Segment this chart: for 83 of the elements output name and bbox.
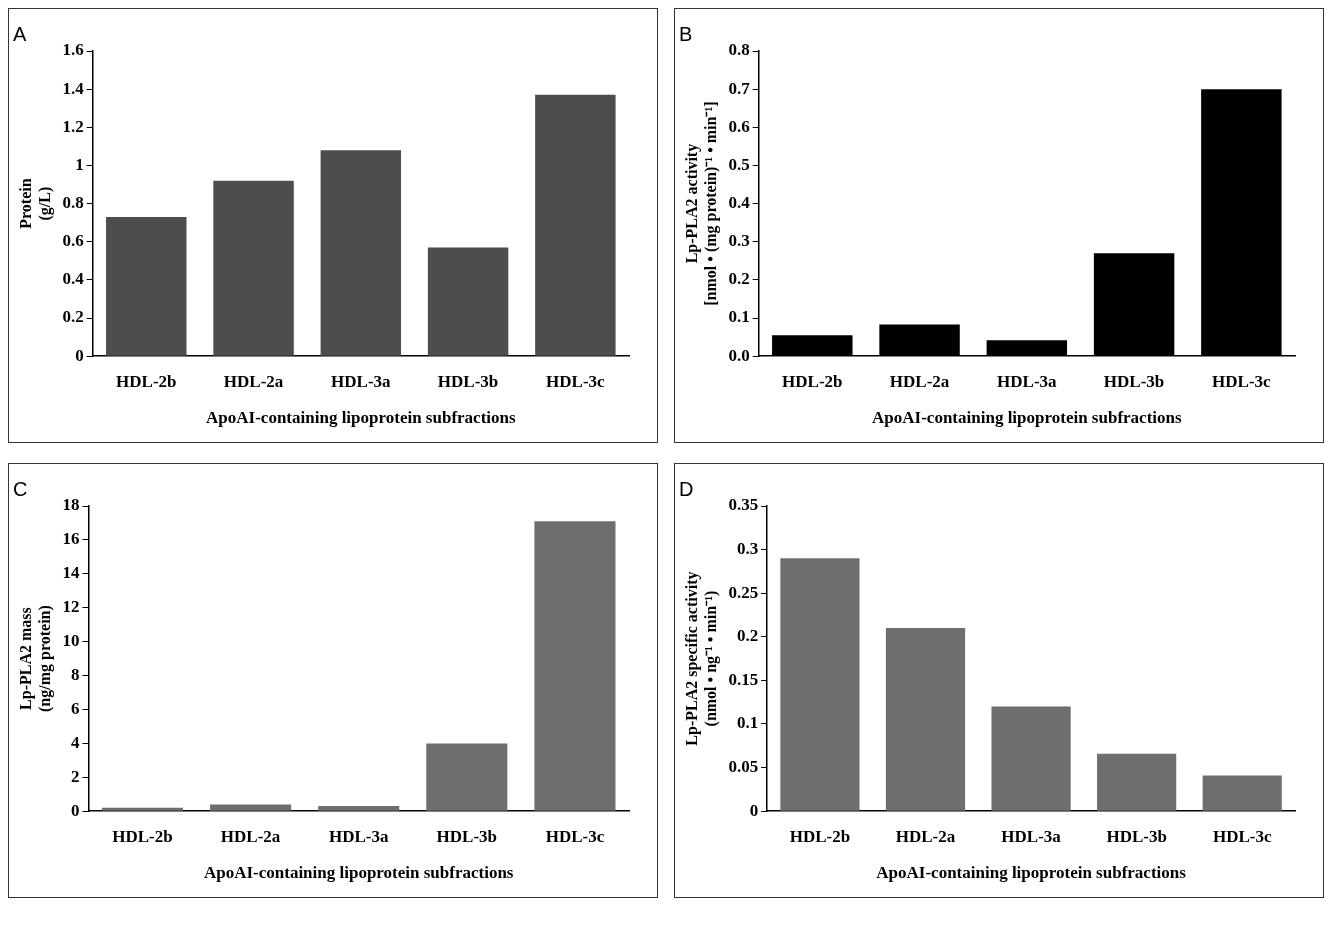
x-axis-title: ApoAI-containing lipoprotein subfractions: [876, 863, 1187, 883]
y-tick-label: 0.1: [736, 713, 759, 733]
bar: [318, 806, 400, 811]
y-tick-label: 0.8: [728, 40, 750, 60]
x-tick-label: HDL-3b: [1103, 371, 1165, 391]
y-tick-label: 4: [70, 732, 80, 752]
y-tick-label: 14: [62, 563, 80, 583]
y-tick-label: 0.6: [62, 231, 84, 251]
x-tick-label: HDL-2b: [116, 371, 177, 391]
y-tick-label: 0.05: [728, 756, 759, 776]
y-tick-label: 1.6: [62, 40, 84, 60]
bar: [210, 804, 292, 811]
y-tick-label: 8: [70, 664, 80, 684]
y-tick-label: 6: [70, 698, 80, 718]
x-tick-label: HDL-2a: [889, 371, 950, 391]
y-tick-label: 1: [75, 154, 84, 174]
bar: [885, 628, 966, 811]
y-tick-label: 12: [62, 597, 80, 617]
x-axis-title: ApoAI-containing lipoprotein subfractions: [872, 408, 1182, 428]
y-axis-title: Lp-PLA2 mass (ng/mg protein): [16, 605, 54, 713]
y-tick-label: 0.3: [736, 538, 759, 558]
bar: [991, 706, 1071, 811]
y-tick-label: 10: [62, 631, 80, 651]
bar: [1202, 775, 1282, 811]
x-tick-label: HDL-3c: [545, 826, 605, 846]
bar: [101, 807, 184, 811]
y-tick-label: 0.2: [62, 307, 84, 327]
y-axis-title: Lp-PLA2 specific activity (nmol • ng⁻¹ • min⁻¹): [682, 571, 720, 746]
y-tick-label: 16: [62, 529, 80, 549]
x-tick-label: HDL-3c: [1212, 371, 1272, 391]
y-tick-label: 0.5: [728, 154, 750, 174]
y-tick-label: 0.2: [728, 269, 750, 289]
y-tick-label: 0.1: [728, 307, 750, 327]
y-tick-label: 1.4: [62, 78, 85, 98]
x-tick-label: HDL-3a: [1001, 826, 1062, 846]
y-tick-label: 0: [75, 345, 84, 365]
chart-title: B: [679, 22, 693, 45]
bar: [320, 150, 402, 356]
x-tick-label: HDL-2a: [220, 826, 281, 846]
x-axis-title: ApoAI-containing lipoprotein subfractions: [206, 408, 516, 428]
y-tick-label: 2: [70, 766, 80, 786]
y-tick-label: 0.0: [728, 345, 750, 365]
y-axis-title: Lp-PLA2 activity [nmol • (mg protein)⁻¹ • min⁻¹]: [682, 101, 720, 306]
chart-title: C: [13, 477, 28, 500]
y-tick-label: 0.15: [728, 669, 759, 689]
x-tick-label: HDL-3c: [546, 371, 606, 391]
chart-title: D: [679, 477, 694, 500]
y-tick-label: 0.4: [62, 269, 85, 289]
y-tick-label: 0.8: [62, 192, 84, 212]
x-tick-label: HDL-3c: [1212, 826, 1272, 846]
y-axis-title: Protein (g/L): [16, 178, 54, 229]
y-tick-label: 0.4: [728, 192, 751, 212]
x-tick-label: HDL-3b: [1106, 826, 1167, 846]
chart-title: A: [13, 22, 27, 45]
bar: [427, 247, 509, 356]
x-tick-label: HDL-2b: [782, 371, 843, 391]
bar: [426, 743, 508, 811]
x-tick-label: HDL-3a: [331, 371, 392, 391]
bar: [535, 94, 616, 356]
x-tick-label: HDL-2a: [223, 371, 284, 391]
bar: [534, 521, 616, 811]
x-tick-label: HDL-3a: [997, 371, 1058, 391]
y-tick-label: 0.35: [728, 495, 759, 515]
x-tick-label: HDL-3a: [328, 826, 389, 846]
x-tick-label: HDL-2a: [895, 826, 956, 846]
y-tick-label: 0.7: [728, 78, 751, 98]
bar: [780, 558, 860, 811]
y-tick-label: 0.6: [728, 116, 750, 136]
y-tick-label: 0.2: [736, 626, 759, 646]
y-tick-label: 0: [70, 800, 80, 820]
x-axis-title: ApoAI-containing lipoprotein subfractions: [203, 863, 514, 883]
bar: [1097, 753, 1177, 811]
y-tick-label: 0.25: [728, 582, 759, 602]
y-tick-label: 18: [62, 495, 80, 515]
x-tick-label: HDL-2b: [789, 826, 851, 846]
bar: [213, 180, 294, 356]
x-tick-label: HDL-3b: [437, 371, 499, 391]
y-tick-label: 0.3: [728, 231, 750, 251]
y-tick-label: 0: [749, 800, 759, 820]
bar: [106, 216, 187, 356]
x-tick-label: HDL-2b: [112, 826, 173, 846]
x-tick-label: HDL-3b: [436, 826, 498, 846]
y-tick-label: 1.2: [62, 116, 84, 136]
